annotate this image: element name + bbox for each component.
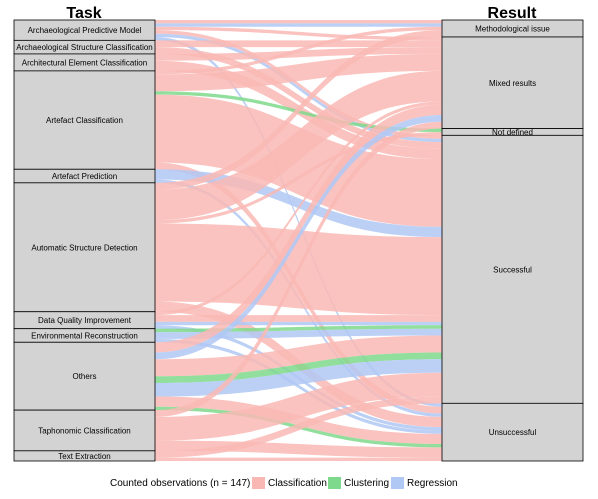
flow-others-to-successful-regression — [155, 359, 442, 397]
flow-environmental-reconstruction-to-unsuccessful-regression — [155, 338, 442, 434]
task-label-environmental-reconstruction: Environmental Reconstruction — [31, 331, 138, 340]
task-label-others: Others — [72, 372, 96, 381]
task-label-artefact-classification: Artefact Classification — [46, 116, 123, 125]
legend-swatch-regression — [391, 477, 404, 489]
flow-artefact-classification-to-mixed-results-classification — [155, 53, 442, 92]
task-node-automatic-structure-detection — [13, 182, 156, 313]
result-label-mixed-results: Mixed results — [489, 79, 536, 88]
flow-others-to-unsuccessful-classification — [155, 396, 442, 445]
task-node-others — [13, 341, 156, 411]
flow-automatic-structure-detection-to-not-defined-classification — [155, 131, 442, 224]
task-label-taphonomic-classification: Taphonomic Classification — [38, 426, 131, 435]
result-node-successful — [441, 134, 584, 404]
flow-layer — [155, 20, 442, 461]
result-node-unsuccessful — [441, 402, 584, 462]
legend-label-clustering: Clustering — [344, 478, 389, 489]
flow-archaeological-predictive-model-to-methodological-issue-regression — [155, 23, 442, 27]
result-label-successful: Successful — [493, 265, 532, 274]
task-node-artefact-classification — [13, 70, 156, 170]
task-nodes: Archaeological Predictive Model Archaeolo… — [13, 19, 156, 462]
legend-label-regression: Regression — [407, 478, 458, 489]
task-label-automatic-structure-detection: Automatic Structure Detection — [31, 243, 137, 252]
task-node-taphonomic-classification — [13, 409, 156, 452]
flow-archaeological-predictive-model-to-successful-regression — [155, 33, 442, 143]
task-label-architectural-element-classification: Architectural Element Classification — [22, 58, 147, 67]
legend-swatch-clustering — [328, 477, 341, 489]
flow-others-to-successful-classification — [155, 335, 442, 377]
flow-archaeological-predictive-model-to-successful-classification — [155, 30, 442, 139]
legend-label-classification: Classification — [268, 478, 327, 489]
flow-automatic-structure-detection-to-mixed-results-classification — [155, 70, 442, 221]
result-node-mixed-results — [441, 36, 584, 129]
task-label-artefact-prediction: Artefact Prediction — [52, 172, 117, 181]
flow-artefact-prediction-to-successful-regression — [155, 169, 442, 238]
flow-data-quality-improvement-to-mixed-results-classification — [155, 101, 442, 316]
legend-swatch-classification — [252, 477, 265, 489]
right-axis-title: Result — [488, 5, 538, 22]
task-label-archaeological-predictive-model: Archaeological Predictive Model — [28, 26, 142, 35]
flow-taphonomic-classification-to-mixed-results-classification — [155, 121, 442, 417]
flow-taphonomic-classification-to-successful-classification — [155, 372, 442, 441]
flow-data-quality-improvement-to-successful-classification — [155, 315, 442, 322]
task-label-data-quality-improvement: Data Quality Improvement — [38, 316, 132, 325]
flow-archaeological-structure-classification-to-mixed-results-classification — [155, 40, 442, 48]
left-axis-title: Task — [66, 5, 101, 22]
flow-data-quality-improvement-to-successful-regression — [155, 321, 442, 326]
task-label-text-extraction: Text Extraction — [58, 452, 110, 461]
result-label-methodological-issue: Methodological issue — [475, 24, 550, 33]
flow-text-extraction-to-successful-classification — [155, 396, 442, 458]
task-label-archaeological-structure-classification: Archaeological Structure Classification — [16, 43, 153, 52]
flow-archaeological-predictive-model-to-unsuccessful-regression — [155, 36, 442, 407]
result-label-unsuccessful: Unsuccessful — [489, 428, 537, 437]
task-node-text-extraction — [13, 450, 156, 462]
result-label-not-defined: Not defined — [492, 128, 533, 137]
flow-others-to-mixed-results-classification — [155, 104, 442, 353]
flow-artefact-classification-to-methodological-issue-classification — [155, 26, 442, 75]
legend: Counted observations (n = 147) Classific… — [110, 477, 458, 489]
flow-taphonomic-classification-to-unsuccessful-classification — [155, 440, 442, 458]
flow-archaeological-predictive-model-to-mixed-results-classification — [155, 26, 442, 41]
result-nodes: Methodological issue Mixed results Not def… — [441, 19, 584, 462]
flow-others-to-mixed-results-regression — [155, 114, 442, 360]
flow-text-extraction-to-unsuccessful-classification — [155, 457, 442, 461]
flow-others-to-successful-clustering — [155, 352, 442, 383]
legend-title: Counted observations (n = 147) — [110, 478, 250, 489]
flow-environmental-reconstruction-to-successful-regression — [155, 328, 442, 339]
flow-archaeological-predictive-model-to-methodological-issue-classification — [155, 20, 442, 24]
flow-archaeological-structure-classification-to-successful-classification — [155, 47, 442, 149]
flow-automatic-structure-detection-to-methodological-issue-classification — [155, 30, 442, 190]
